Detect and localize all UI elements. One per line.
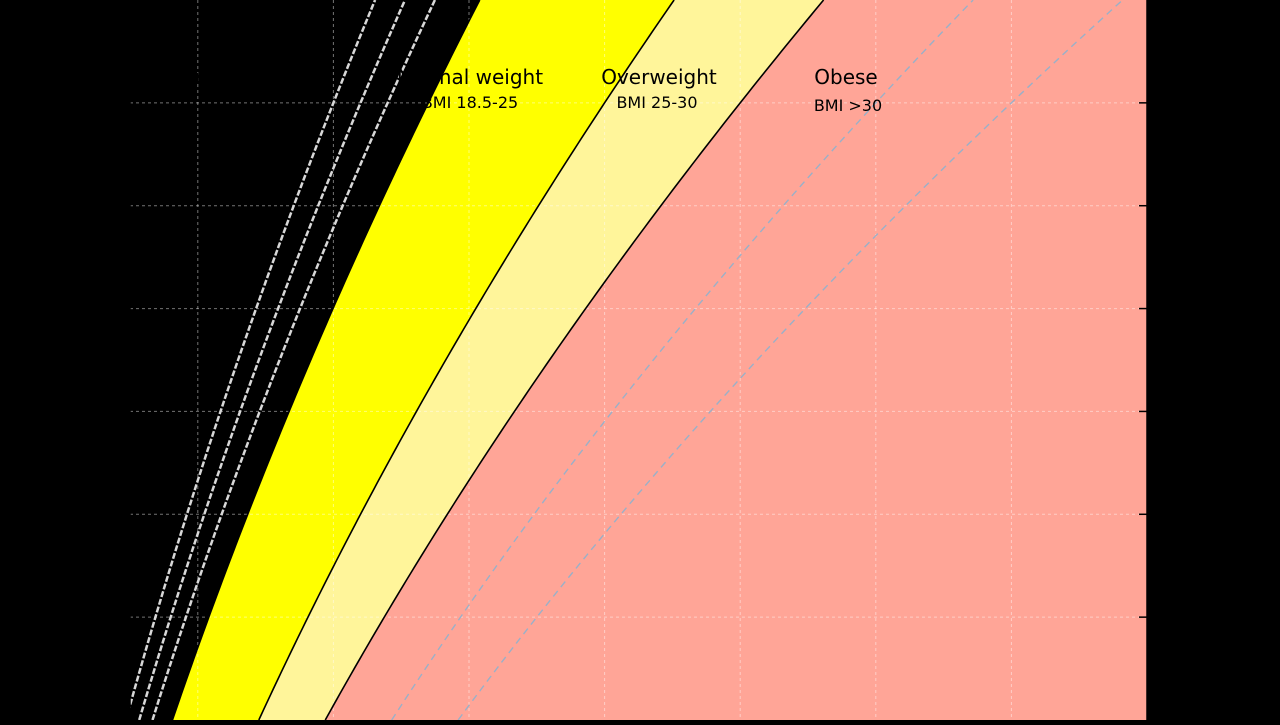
bmi-underweight-line: [138, 0, 407, 720]
region-sublabel-obese: BMI >30: [814, 96, 882, 115]
region-sublabel-normal-weight: BMI 18.5-25: [422, 93, 518, 112]
bmi-underweight-line: [151, 0, 437, 720]
bmi-line-dashed: [391, 0, 974, 720]
region-label-overweight: Overweight: [601, 65, 717, 89]
region-overweight: [258, 0, 824, 720]
bmi-underweight-line: [130, 0, 377, 711]
bmi-line-dashed: [457, 0, 1124, 720]
region-obese: [325, 0, 1147, 720]
bmi-boundary-line: [171, 0, 481, 720]
region-label-underweight: Underweight: [180, 65, 308, 89]
bmi-boundary-line: [324, 0, 825, 720]
region-label-obese: Obese: [814, 65, 877, 89]
region-normal-weight: [172, 0, 675, 720]
bmi-boundary-line: [258, 0, 675, 720]
region-sublabel-overweight: BMI 25-30: [616, 93, 697, 112]
region-label-normal-weight: Normal weight: [397, 65, 543, 89]
